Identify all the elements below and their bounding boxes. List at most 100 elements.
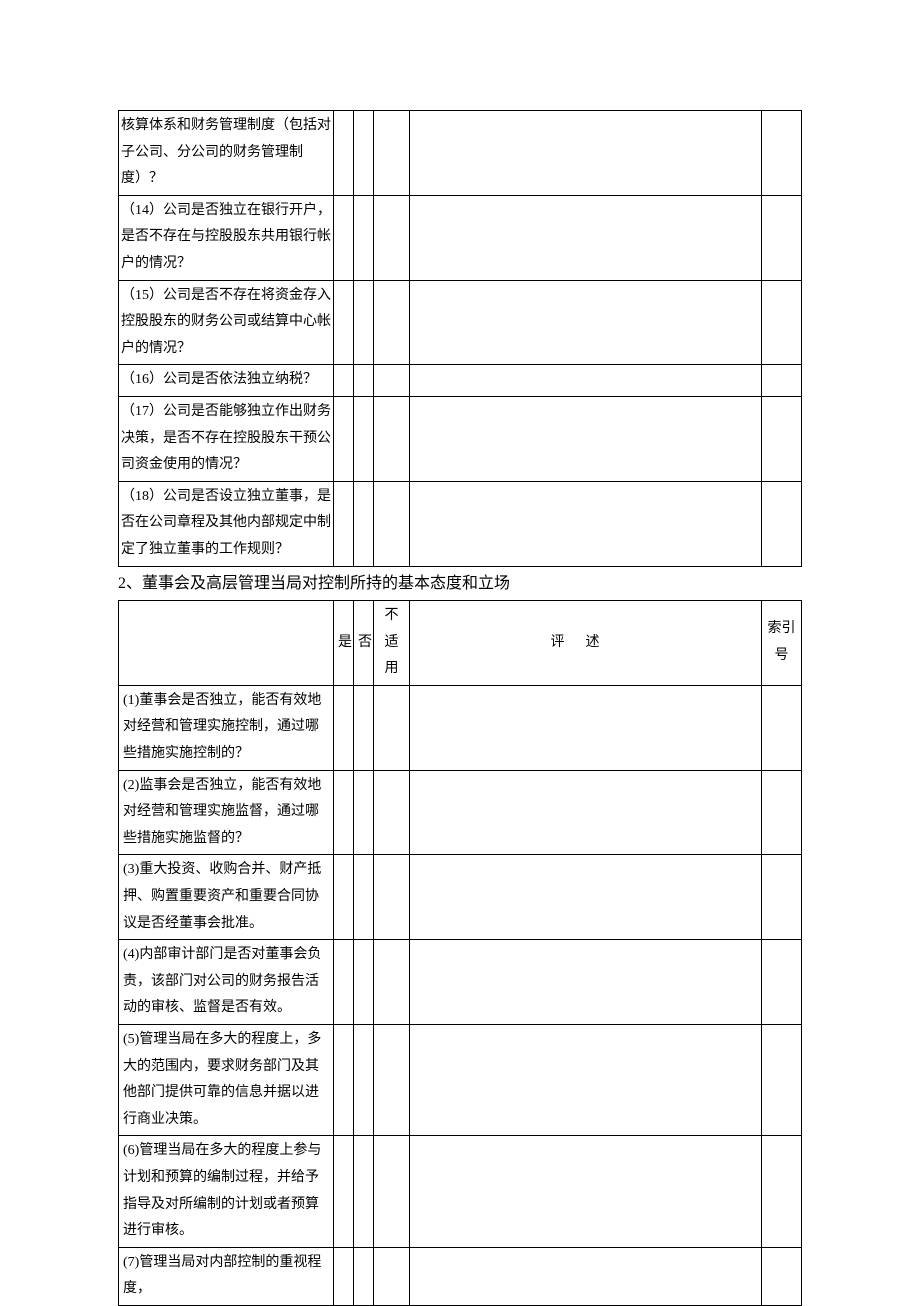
yes-cell bbox=[334, 770, 354, 855]
review-cell bbox=[410, 111, 762, 196]
review-cell bbox=[410, 685, 762, 770]
no-cell bbox=[354, 1025, 374, 1136]
question-cell: (2)监事会是否独立，能否有效地对经营和管理实施监督，通过哪些措施实施监督的？ bbox=[119, 770, 334, 855]
review-cell bbox=[410, 1136, 762, 1247]
index-cell bbox=[762, 940, 802, 1025]
na-cell bbox=[374, 396, 410, 481]
yes-cell bbox=[334, 280, 354, 365]
yes-cell bbox=[334, 365, 354, 397]
no-cell bbox=[354, 1247, 374, 1305]
table-row: (7)管理当局对内部控制的重视程度， bbox=[119, 1247, 802, 1305]
index-cell bbox=[762, 280, 802, 365]
board-attitude-table: 是 否 不适用 评述 索引号 (1)董事会是否独立，能否有效地对经营和管理实施控… bbox=[118, 600, 802, 1306]
question-cell: 核算体系和财务管理制度（包括对子公司、分公司的财务管理制度）？ bbox=[119, 111, 334, 196]
no-cell bbox=[354, 365, 374, 397]
na-cell bbox=[374, 855, 410, 940]
review-cell bbox=[410, 1247, 762, 1305]
table-row: (3)重大投资、收购合并、财产抵押、购置重要资产和重要合同协议是否经董事会批准。 bbox=[119, 855, 802, 940]
question-cell: (1)董事会是否独立，能否有效地对经营和管理实施控制，通过哪些措施实施控制的？ bbox=[119, 685, 334, 770]
index-cell bbox=[762, 1136, 802, 1247]
index-cell bbox=[762, 365, 802, 397]
no-cell bbox=[354, 195, 374, 280]
question-cell: (3)重大投资、收购合并、财产抵押、购置重要资产和重要合同协议是否经董事会批准。 bbox=[119, 855, 334, 940]
header-na: 不适用 bbox=[374, 601, 410, 686]
table-row: 核算体系和财务管理制度（包括对子公司、分公司的财务管理制度）？ bbox=[119, 111, 802, 196]
review-cell bbox=[410, 940, 762, 1025]
index-cell bbox=[762, 770, 802, 855]
question-cell: (6)管理当局在多大的程度上参与计划和预算的编制过程，并给予指导及对所编制的计划… bbox=[119, 1136, 334, 1247]
na-cell bbox=[374, 111, 410, 196]
header-index: 索引号 bbox=[762, 601, 802, 686]
question-cell: （14）公司是否独立在银行开户，是否不存在与控股股东共用银行帐户的情况？ bbox=[119, 195, 334, 280]
na-cell bbox=[374, 1136, 410, 1247]
index-cell bbox=[762, 396, 802, 481]
question-cell: (5)管理当局在多大的程度上，多大的范围内，要求财务部门及其他部门提供可靠的信息… bbox=[119, 1025, 334, 1136]
no-cell bbox=[354, 685, 374, 770]
table-row: （18）公司是否设立独立董事，是否在公司章程及其他内部规定中制定了独立董事的工作… bbox=[119, 481, 802, 566]
table-header-row: 是 否 不适用 评述 索引号 bbox=[119, 601, 802, 686]
table-row: (1)董事会是否独立，能否有效地对经营和管理实施控制，通过哪些措施实施控制的？ bbox=[119, 685, 802, 770]
table-row: (5)管理当局在多大的程度上，多大的范围内，要求财务部门及其他部门提供可靠的信息… bbox=[119, 1025, 802, 1136]
yes-cell bbox=[334, 685, 354, 770]
yes-cell bbox=[334, 195, 354, 280]
yes-cell bbox=[334, 111, 354, 196]
index-cell bbox=[762, 195, 802, 280]
index-cell bbox=[762, 1025, 802, 1136]
na-cell bbox=[374, 940, 410, 1025]
question-cell: （18）公司是否设立独立董事，是否在公司章程及其他内部规定中制定了独立董事的工作… bbox=[119, 481, 334, 566]
review-cell bbox=[410, 481, 762, 566]
review-cell bbox=[410, 195, 762, 280]
na-cell bbox=[374, 1025, 410, 1136]
table-row: （16）公司是否依法独立纳税？ bbox=[119, 365, 802, 397]
index-cell bbox=[762, 1247, 802, 1305]
table-row: (6)管理当局在多大的程度上参与计划和预算的编制过程，并给予指导及对所编制的计划… bbox=[119, 1136, 802, 1247]
question-cell: （16）公司是否依法独立纳税？ bbox=[119, 365, 334, 397]
review-cell bbox=[410, 396, 762, 481]
review-cell bbox=[410, 855, 762, 940]
header-question bbox=[119, 601, 334, 686]
index-cell bbox=[762, 685, 802, 770]
no-cell bbox=[354, 770, 374, 855]
yes-cell bbox=[334, 855, 354, 940]
yes-cell bbox=[334, 1025, 354, 1136]
independence-questions-table: 核算体系和财务管理制度（包括对子公司、分公司的财务管理制度）？（14）公司是否独… bbox=[118, 110, 802, 567]
header-review: 评述 bbox=[410, 601, 762, 686]
review-cell bbox=[410, 280, 762, 365]
no-cell bbox=[354, 855, 374, 940]
index-cell bbox=[762, 481, 802, 566]
table-row: (4)内部审计部门是否对董事会负责，该部门对公司的财务报告活动的审核、监督是否有… bbox=[119, 940, 802, 1025]
question-cell: (4)内部审计部门是否对董事会负责，该部门对公司的财务报告活动的审核、监督是否有… bbox=[119, 940, 334, 1025]
question-cell: （15）公司是否不存在将资金存入控股股东的财务公司或结算中心帐户的情况？ bbox=[119, 280, 334, 365]
review-cell bbox=[410, 770, 762, 855]
no-cell bbox=[354, 111, 374, 196]
table-row: （15）公司是否不存在将资金存入控股股东的财务公司或结算中心帐户的情况？ bbox=[119, 280, 802, 365]
na-cell bbox=[374, 365, 410, 397]
na-cell bbox=[374, 481, 410, 566]
header-yes: 是 bbox=[334, 601, 354, 686]
table-row: （14）公司是否独立在银行开户，是否不存在与控股股东共用银行帐户的情况？ bbox=[119, 195, 802, 280]
table-row: (2)监事会是否独立，能否有效地对经营和管理实施监督，通过哪些措施实施监督的？ bbox=[119, 770, 802, 855]
na-cell bbox=[374, 685, 410, 770]
section-title: 2、董事会及高层管理当局对控制所持的基本态度和立场 bbox=[118, 571, 802, 597]
no-cell bbox=[354, 481, 374, 566]
yes-cell bbox=[334, 1247, 354, 1305]
review-cell bbox=[410, 365, 762, 397]
no-cell bbox=[354, 940, 374, 1025]
no-cell bbox=[354, 280, 374, 365]
na-cell bbox=[374, 1247, 410, 1305]
question-cell: （17）公司是否能够独立作出财务决策，是否不存在控股股东干预公司资金使用的情况？ bbox=[119, 396, 334, 481]
index-cell bbox=[762, 111, 802, 196]
index-cell bbox=[762, 855, 802, 940]
yes-cell bbox=[334, 481, 354, 566]
yes-cell bbox=[334, 396, 354, 481]
yes-cell bbox=[334, 940, 354, 1025]
no-cell bbox=[354, 396, 374, 481]
no-cell bbox=[354, 1136, 374, 1247]
table-row: （17）公司是否能够独立作出财务决策，是否不存在控股股东干预公司资金使用的情况？ bbox=[119, 396, 802, 481]
header-no: 否 bbox=[354, 601, 374, 686]
question-cell: (7)管理当局对内部控制的重视程度， bbox=[119, 1247, 334, 1305]
na-cell bbox=[374, 195, 410, 280]
yes-cell bbox=[334, 1136, 354, 1247]
review-cell bbox=[410, 1025, 762, 1136]
na-cell bbox=[374, 770, 410, 855]
